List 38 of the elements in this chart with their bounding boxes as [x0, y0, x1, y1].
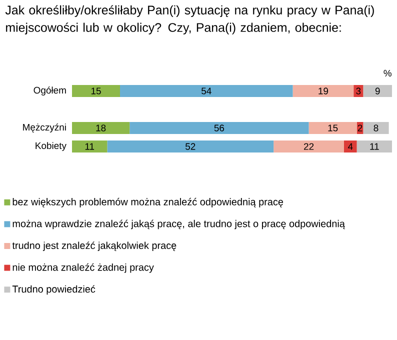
data-label: 19 [318, 88, 328, 94]
bar [107, 140, 274, 152]
bar [72, 84, 120, 97]
bar [356, 140, 392, 152]
data-label: 9 [375, 88, 380, 94]
data-label: 11 [370, 143, 379, 150]
legend-label: bez większych problemów można znaleźć odpowiednią pracę [12, 198, 284, 208]
data-label: 52 [186, 143, 196, 150]
bar [72, 122, 130, 134]
bar [130, 122, 309, 134]
bar [363, 84, 392, 97]
bar [274, 140, 344, 152]
bar [308, 122, 357, 134]
data-label: 56 [214, 124, 224, 132]
legend-label: Trudno powiedzieć [12, 285, 96, 295]
bar [363, 122, 389, 134]
bar [120, 84, 293, 97]
data-label: 15 [91, 88, 101, 94]
data-label: 3 [356, 88, 361, 94]
data-label: 11 [85, 143, 94, 150]
legend-label: trudno jest znaleźć jakąkolwiek pracę [12, 242, 176, 251]
data-label: 22 [304, 143, 314, 150]
bar [344, 140, 357, 152]
text: % [384, 70, 392, 77]
data-label: 54 [202, 88, 212, 94]
data-label: 18 [96, 124, 106, 132]
legend-label: nie można znaleźć żadnej pracy [12, 263, 154, 273]
y-tick-label: Ogółem [34, 86, 66, 96]
chart-title: Jak określiłby/określiłaby Pan(i) sytuację na rynku pracy w Pana(i) miejscowości lub w okolicy? Czy, Pana(i) zdaniem, obecnie: [5, 5, 374, 34]
data-label: 4 [348, 143, 353, 150]
y-tick-label: Mężczyźni [23, 124, 66, 132]
y-tick-label: Kobiety [36, 142, 66, 151]
data-label: 15 [328, 124, 338, 132]
data-label: 2 [358, 124, 362, 132]
legend-label: można wprawdzie znaleźć jakąś pracę, ale trudno jest o pracę odpowiednią [12, 220, 345, 230]
bar [292, 84, 354, 97]
bar [72, 140, 108, 152]
data-label: 8 [374, 124, 378, 132]
